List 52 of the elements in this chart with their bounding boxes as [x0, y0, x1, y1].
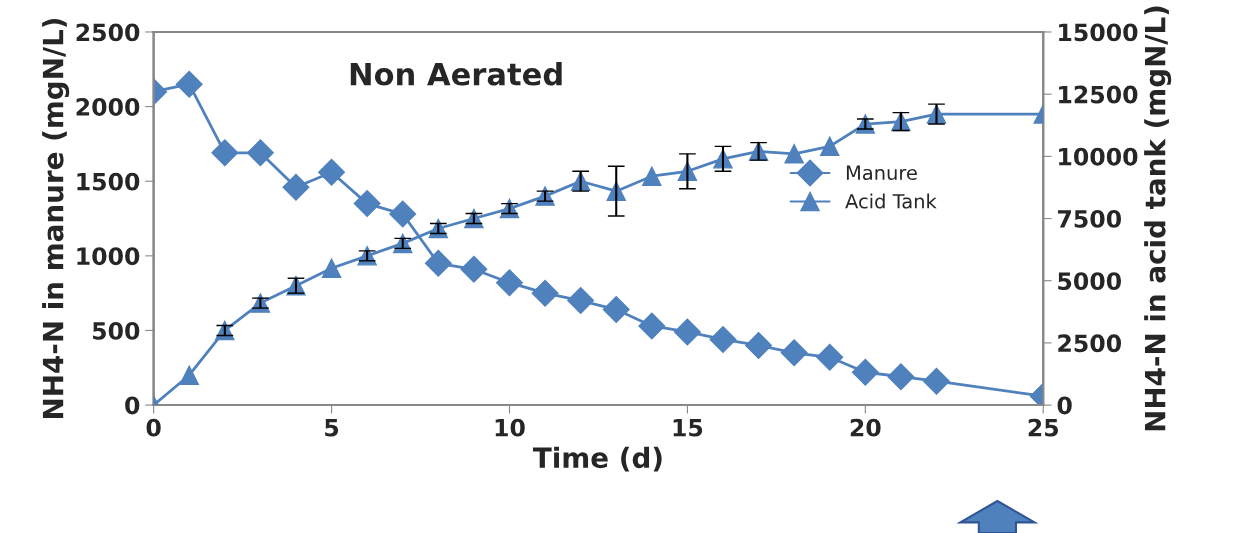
y-tick-label: 1000: [77, 247, 140, 266]
point: [531, 279, 559, 307]
point: [820, 136, 840, 157]
point: [246, 139, 274, 167]
point: [353, 190, 381, 218]
y2-tick-label: 15000: [1059, 23, 1138, 42]
point: [567, 287, 595, 315]
y-axis-title: NH4-N in manure (mgN/L): [42, 18, 70, 418]
legend-label: Acid Tank: [845, 193, 937, 209]
x-tick-label: 25: [1028, 418, 1059, 437]
point: [424, 249, 452, 277]
point: [642, 166, 662, 186]
legend-label: Manure: [846, 165, 917, 181]
point: [745, 331, 773, 359]
y2-axis-title: NH4-N in acid tank (mgN/L): [1144, 6, 1172, 431]
point: [887, 363, 915, 391]
y-tick-label: 2000: [76, 98, 140, 116]
point: [460, 255, 488, 283]
point: [673, 318, 701, 346]
y2-tick-label: 7500: [1058, 209, 1122, 228]
point: [709, 325, 737, 353]
y2-tick-label: 12500: [1059, 85, 1138, 104]
point: [602, 296, 630, 324]
text: Non Aerated: [350, 61, 562, 86]
point: [318, 158, 346, 186]
point: [638, 312, 666, 340]
y2-tick-label: 5000: [1058, 272, 1122, 291]
x-tick-label: 5: [325, 419, 339, 437]
x-tick-label: 15: [673, 419, 703, 437]
y2-tick-label: 10000: [1059, 147, 1138, 166]
y-tick-label: 0: [125, 396, 140, 415]
x-tick-label: 0: [146, 418, 161, 437]
point: [175, 70, 203, 98]
y-tick-label: 500: [92, 321, 140, 340]
point: [923, 367, 950, 395]
x-tick-label: 20: [850, 418, 881, 437]
point: [780, 339, 808, 367]
point: [851, 358, 879, 386]
point: [211, 139, 239, 167]
point: [179, 365, 199, 385]
x-tick-label: 10: [495, 418, 525, 437]
point: [321, 258, 342, 278]
point: [282, 173, 310, 201]
y2-tick-label: 0: [1057, 396, 1072, 415]
point: [496, 269, 523, 297]
y-tick-label: 2500: [76, 23, 140, 42]
y2-tick-label: 2500: [1058, 334, 1122, 353]
point: [389, 200, 417, 228]
point: [816, 343, 844, 371]
y-tick-label: 1500: [77, 172, 140, 191]
x-axis-title: Time (d): [532, 446, 662, 472]
point: [784, 144, 804, 164]
